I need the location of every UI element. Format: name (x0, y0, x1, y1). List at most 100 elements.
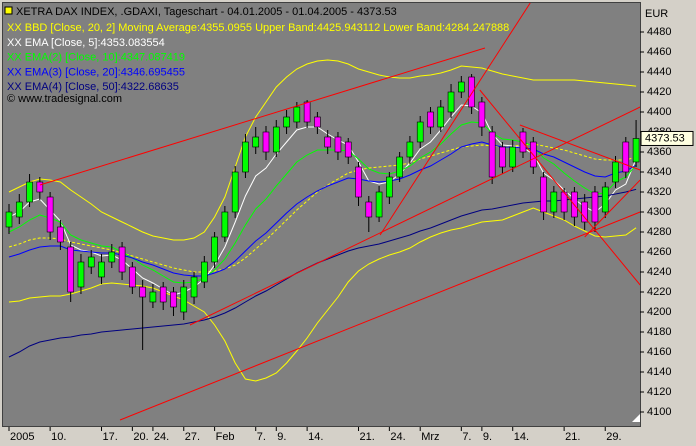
title-icon (4, 6, 13, 15)
candle-body (221, 211, 229, 238)
y-tick-label: 4240 (647, 266, 671, 278)
candle-body (211, 236, 218, 263)
bollinger-lower (8, 207, 637, 382)
corner-icon (632, 414, 640, 422)
candle-body (242, 141, 249, 173)
candle-body (77, 261, 85, 288)
x-tick-label: Feb (216, 431, 235, 443)
y-tick-label: 4220 (647, 286, 671, 298)
x-tick-label: 2005 (10, 431, 34, 443)
trend-line (519, 124, 640, 171)
candle-body (540, 176, 547, 213)
y-tick-label: 4480 (647, 26, 671, 38)
candle-body (98, 261, 105, 278)
x-tick-label: 9. (483, 431, 492, 443)
bollinger-upper (8, 59, 637, 241)
candle-body (303, 101, 311, 123)
candle-body (26, 181, 33, 203)
candle-body (499, 146, 506, 168)
candle-body (468, 76, 475, 108)
candle-body (180, 286, 188, 313)
y-tick-label: 4260 (647, 246, 671, 258)
last-price-label: 4373.53 (645, 132, 685, 144)
candle-body (283, 116, 290, 128)
candle-body (365, 201, 373, 218)
y-tick-label: 4420 (647, 86, 671, 98)
legend-entry: XX EMA [Close, 5]:4353.083554 (7, 37, 165, 49)
trend-line (479, 89, 640, 286)
candle-body (591, 191, 599, 223)
x-tick-label: 7. (257, 431, 266, 443)
candle-body (375, 191, 383, 218)
plot-layer (5, 3, 640, 421)
candle-body (612, 161, 619, 183)
candle-body (427, 111, 434, 128)
trend-line (379, 3, 531, 236)
candle-body (324, 136, 331, 148)
candle-body (231, 171, 239, 213)
candle-body (252, 136, 260, 148)
y-tick-label: 4320 (647, 186, 671, 198)
x-tick-label: 14. (308, 431, 323, 443)
candle-body (108, 251, 116, 263)
y-axis-label: EUR (645, 8, 668, 20)
candle-body (344, 141, 352, 158)
candle-body (36, 181, 44, 193)
candle-body (262, 131, 270, 153)
legend-entry: XX BBD [Close, 20, 2] Moving Average:435… (7, 22, 509, 34)
x-tick-label: 20. (133, 431, 148, 443)
candle-body (478, 101, 486, 128)
y-tick-label: 4280 (647, 226, 671, 238)
candle-body (396, 156, 403, 178)
candle-body (139, 286, 146, 298)
axes-layer: 4100 4120 4140 4160 4180 4200 4220 4240 4260 4280… (8, 26, 694, 443)
x-tick-label: Mrz (421, 431, 439, 443)
legend-entry: XX EMA(3) [Close, 20]:4346.695455 (7, 66, 185, 78)
trend-line (119, 211, 640, 421)
y-tick-label: 4360 (647, 146, 671, 158)
candle-body (57, 226, 64, 243)
chart-title: XETRA DAX INDEX, .GDAXI, Tageschart - 04… (16, 6, 397, 18)
y-tick-label: 4140 (647, 366, 671, 378)
candle-body (201, 261, 208, 283)
y-tick-label: 4440 (647, 66, 671, 78)
candle-body (416, 121, 424, 143)
candle-body (293, 106, 301, 123)
candle-body (5, 211, 13, 228)
candle-body (334, 136, 342, 153)
x-tick-label: 10. (51, 431, 66, 443)
x-tick-label: 24. (154, 431, 169, 443)
candle-body (581, 201, 588, 223)
candle-body (159, 286, 167, 303)
y-tick-label: 4340 (647, 166, 671, 178)
legend-entry: XX EMA(4) [Close, 50]:4322.68635 (7, 81, 179, 93)
candle-body (632, 138, 640, 163)
x-tick-label: 14. (514, 431, 529, 443)
y-tick-label: 4120 (647, 386, 671, 398)
candle-body (622, 141, 630, 173)
legend-entry: XX EMA(2) [Close, 10]:4347.087419 (7, 52, 185, 64)
candle-body (458, 81, 465, 93)
candle-body (15, 201, 23, 218)
candle-body (314, 116, 321, 128)
x-tick-label: 9. (277, 431, 286, 443)
y-tick-label: 4160 (647, 346, 671, 358)
y-tick-label: 4460 (647, 46, 671, 58)
y-tick-label: 4100 (647, 406, 671, 418)
candle-body (190, 276, 198, 298)
candle-body (149, 291, 157, 303)
candle-body (386, 176, 393, 198)
y-tick-label: 4200 (647, 306, 671, 318)
candle-body (437, 106, 445, 128)
candle-body (355, 166, 362, 198)
candle-body (87, 256, 95, 268)
trend-line (584, 179, 640, 238)
x-tick-label: 21. (565, 431, 580, 443)
candle-body (550, 191, 558, 213)
candle-body (406, 141, 414, 158)
candle-body (129, 266, 136, 288)
candle-body (118, 246, 126, 273)
candle-body (272, 126, 280, 153)
last-price-box (640, 130, 694, 146)
